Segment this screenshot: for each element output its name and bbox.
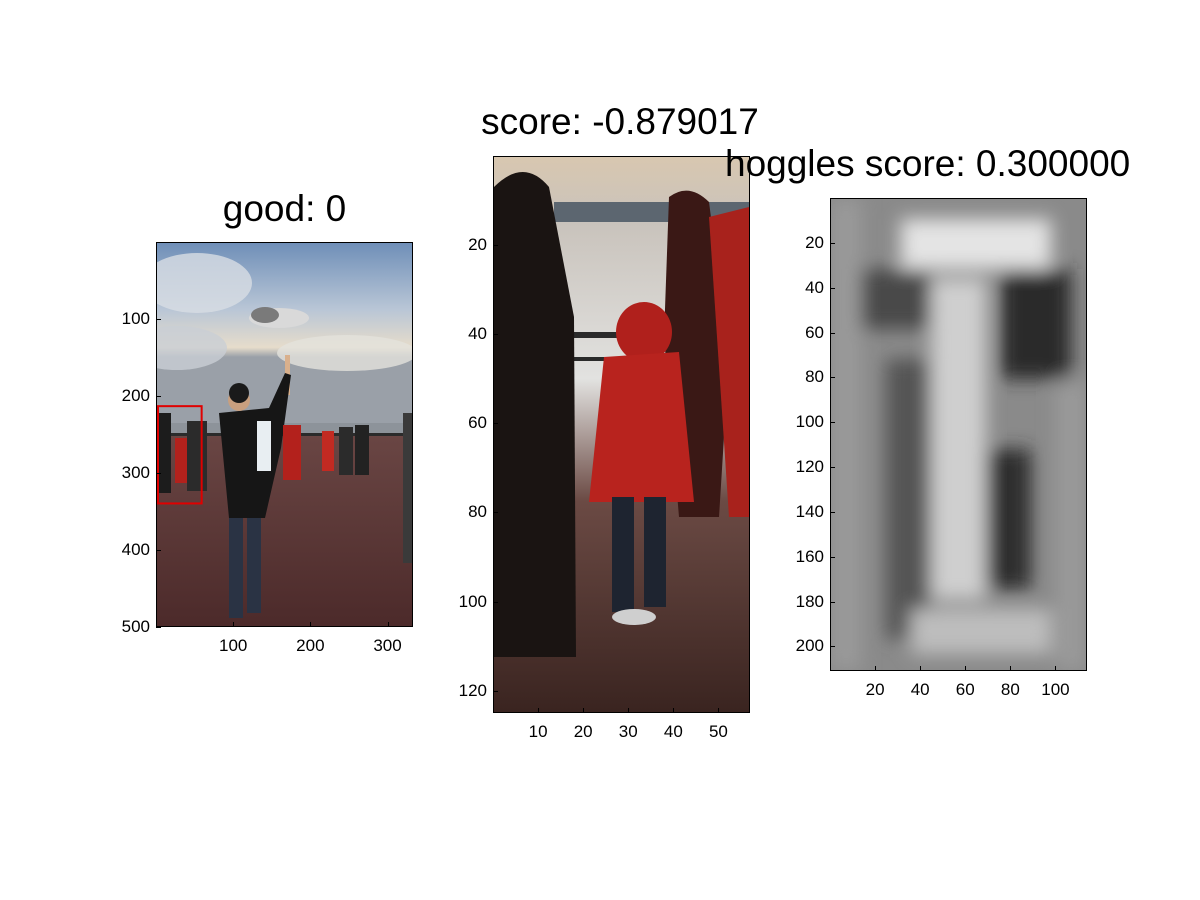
panel3-y-tick-label: 80 (805, 367, 824, 387)
panel1-y-tick-mark (156, 473, 161, 474)
panel3-y-tick-label: 20 (805, 232, 824, 252)
panel2-y-tick-label: 120 (458, 680, 487, 700)
panel1-title: good: 0 (222, 188, 347, 229)
panel3-y-tick-mark (830, 646, 835, 648)
detection-box (157, 405, 203, 505)
panel3-y-tick-label: 120 (795, 457, 824, 476)
panel1-y-tick-label: 300 (121, 463, 150, 482)
panel3-y-tick-mark (830, 556, 835, 558)
panel2-x-tick-label: 20 (573, 722, 593, 741)
panel1-y-tick-mark (156, 550, 161, 551)
panel3-y-tick-mark (830, 601, 835, 603)
panel2-y-tick-label: 80 (468, 502, 487, 522)
panel3-x-tick-label: 40 (910, 680, 930, 699)
panel1-x-tick-label: 300 (373, 636, 402, 655)
panel3-x-tick-mark (965, 666, 967, 671)
panel3-x-tick-label: 60 (955, 680, 975, 699)
panel2-x-tick-label: 50 (708, 722, 728, 741)
panel1-y-tick-mark (156, 627, 161, 628)
panel2-y-tick-mark (493, 423, 498, 425)
panel3-x-tick-mark (1055, 666, 1057, 671)
panel2-y-tick-mark (493, 512, 498, 514)
panel3-x-tick-mark (875, 666, 877, 671)
cropped-patch (494, 157, 749, 712)
panel2-y-tick-label: 100 (458, 591, 487, 611)
panel2-y-tick-mark (493, 601, 498, 603)
panel2-y-tick-mark (493, 245, 498, 247)
panel2-x-tick-mark (718, 708, 720, 713)
panel1-x-tick-mark (233, 622, 235, 627)
panel3-x-tick-mark (920, 666, 922, 671)
panel1-y-tick-label: 100 (121, 309, 150, 328)
panel3-y-tick-mark (830, 287, 835, 289)
panel2-y-tick-label: 40 (468, 324, 487, 344)
panel3-y-tick-mark (830, 511, 835, 513)
panel1-y-tick-mark (156, 396, 161, 397)
panel3-x-tick-label: 20 (865, 680, 885, 699)
panel2-y-tick-label: 60 (468, 413, 487, 433)
panel3-y-tick-label: 160 (795, 546, 824, 566)
panel2-x-tick-mark (583, 708, 585, 713)
panel3-x-tick-label: 80 (1000, 680, 1020, 699)
panel1-y-tick-label: 500 (121, 617, 150, 636)
panel3-title: hoggles score: 0.300000 (725, 143, 1131, 184)
panel3-y-tick-label: 140 (795, 501, 824, 521)
panel3-y-tick-mark (830, 242, 835, 244)
panel1-x-tick-mark (387, 622, 389, 627)
panel2-x-tick-mark (538, 708, 540, 713)
panel3-heatmap-axes (830, 198, 1087, 671)
panel3-y-tick-label: 40 (805, 277, 824, 297)
panel3-y-tick-mark (830, 422, 835, 424)
panel3-y-tick-mark (830, 467, 835, 468)
panel2-x-tick-label: 40 (663, 722, 683, 741)
panel3-y-tick-label: 100 (795, 412, 824, 432)
panel2-x-tick-label: 10 (528, 722, 548, 741)
waterfront-photo (157, 243, 412, 626)
panel3-x-tick-mark (1010, 666, 1012, 671)
panel1-image-axes (156, 242, 413, 627)
panel3-y-tick-mark (830, 377, 835, 379)
panel1-x-tick-mark (310, 622, 312, 627)
panel2-x-tick-label: 30 (618, 722, 638, 741)
panel1-x-tick-label: 100 (218, 636, 248, 655)
panel1-y-tick-label: 200 (121, 386, 150, 405)
panel3-x-tick-label: 100 (1041, 680, 1070, 699)
panel1-x-tick-label: 200 (296, 636, 325, 655)
panel3-y-tick-mark (830, 332, 835, 334)
panel1-y-tick-label: 400 (121, 540, 150, 559)
panel3-y-tick-label: 200 (795, 636, 824, 656)
panel2-y-tick-mark (493, 690, 498, 692)
panel2-y-tick-label: 20 (468, 235, 487, 255)
panel2-x-tick-mark (628, 708, 630, 713)
panel3-y-tick-label: 180 (795, 591, 824, 611)
panel2-image-axes (493, 156, 750, 713)
hoggles-heatmap (831, 199, 1086, 670)
panel1-y-tick-mark (156, 319, 161, 320)
panel3-y-tick-label: 60 (805, 322, 824, 342)
panel2-title: score: -0.879017 (481, 101, 759, 142)
panel2-y-tick-mark (493, 334, 498, 336)
panel2-x-tick-mark (673, 708, 675, 713)
